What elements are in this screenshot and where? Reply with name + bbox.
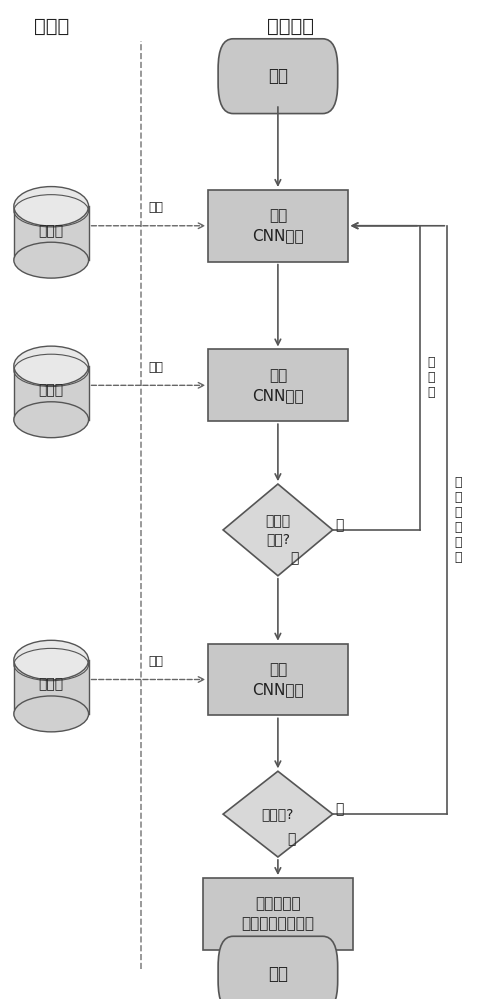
Text: 获得理想的
卷积神经网络模型: 获得理想的 卷积神经网络模型 bbox=[241, 896, 315, 931]
Text: 训练集: 训练集 bbox=[39, 224, 64, 238]
Text: 数据集: 数据集 bbox=[34, 17, 69, 36]
FancyBboxPatch shape bbox=[203, 878, 353, 950]
FancyBboxPatch shape bbox=[14, 364, 89, 423]
Text: 用于: 用于 bbox=[148, 361, 163, 374]
Text: 用于: 用于 bbox=[148, 655, 163, 668]
FancyBboxPatch shape bbox=[208, 349, 348, 421]
FancyBboxPatch shape bbox=[14, 659, 89, 717]
Ellipse shape bbox=[14, 696, 89, 732]
Ellipse shape bbox=[14, 640, 89, 680]
Ellipse shape bbox=[14, 346, 89, 386]
Text: 是: 是 bbox=[291, 551, 299, 565]
Text: 测试集: 测试集 bbox=[39, 677, 64, 691]
Text: 否: 否 bbox=[287, 832, 295, 846]
Ellipse shape bbox=[14, 242, 89, 278]
Polygon shape bbox=[223, 771, 333, 857]
Ellipse shape bbox=[14, 187, 89, 226]
Text: 开始: 开始 bbox=[268, 67, 288, 85]
Polygon shape bbox=[223, 484, 333, 576]
Text: 校验
CNN模型: 校验 CNN模型 bbox=[252, 368, 304, 403]
Text: 结束: 结束 bbox=[268, 965, 288, 983]
Text: 过拟合?: 过拟合? bbox=[262, 807, 294, 821]
Text: 调
整
网
络
结
构: 调 整 网 络 结 构 bbox=[455, 476, 462, 564]
Text: 校验集: 校验集 bbox=[39, 383, 64, 397]
Text: 训练
CNN模型: 训练 CNN模型 bbox=[252, 208, 304, 243]
Text: 方法流程: 方法流程 bbox=[267, 17, 314, 36]
Ellipse shape bbox=[14, 402, 89, 438]
FancyBboxPatch shape bbox=[14, 205, 89, 263]
Text: 再
训
练: 再 训 练 bbox=[427, 356, 435, 399]
Text: 是: 是 bbox=[335, 802, 344, 816]
Text: 否: 否 bbox=[335, 518, 344, 532]
FancyBboxPatch shape bbox=[208, 644, 348, 715]
FancyBboxPatch shape bbox=[218, 936, 338, 1000]
Text: 用于: 用于 bbox=[148, 201, 163, 214]
Text: 测试
CNN模型: 测试 CNN模型 bbox=[252, 662, 304, 697]
FancyBboxPatch shape bbox=[208, 190, 348, 262]
FancyBboxPatch shape bbox=[218, 39, 338, 114]
Text: 准确率
理想?: 准确率 理想? bbox=[266, 514, 291, 546]
